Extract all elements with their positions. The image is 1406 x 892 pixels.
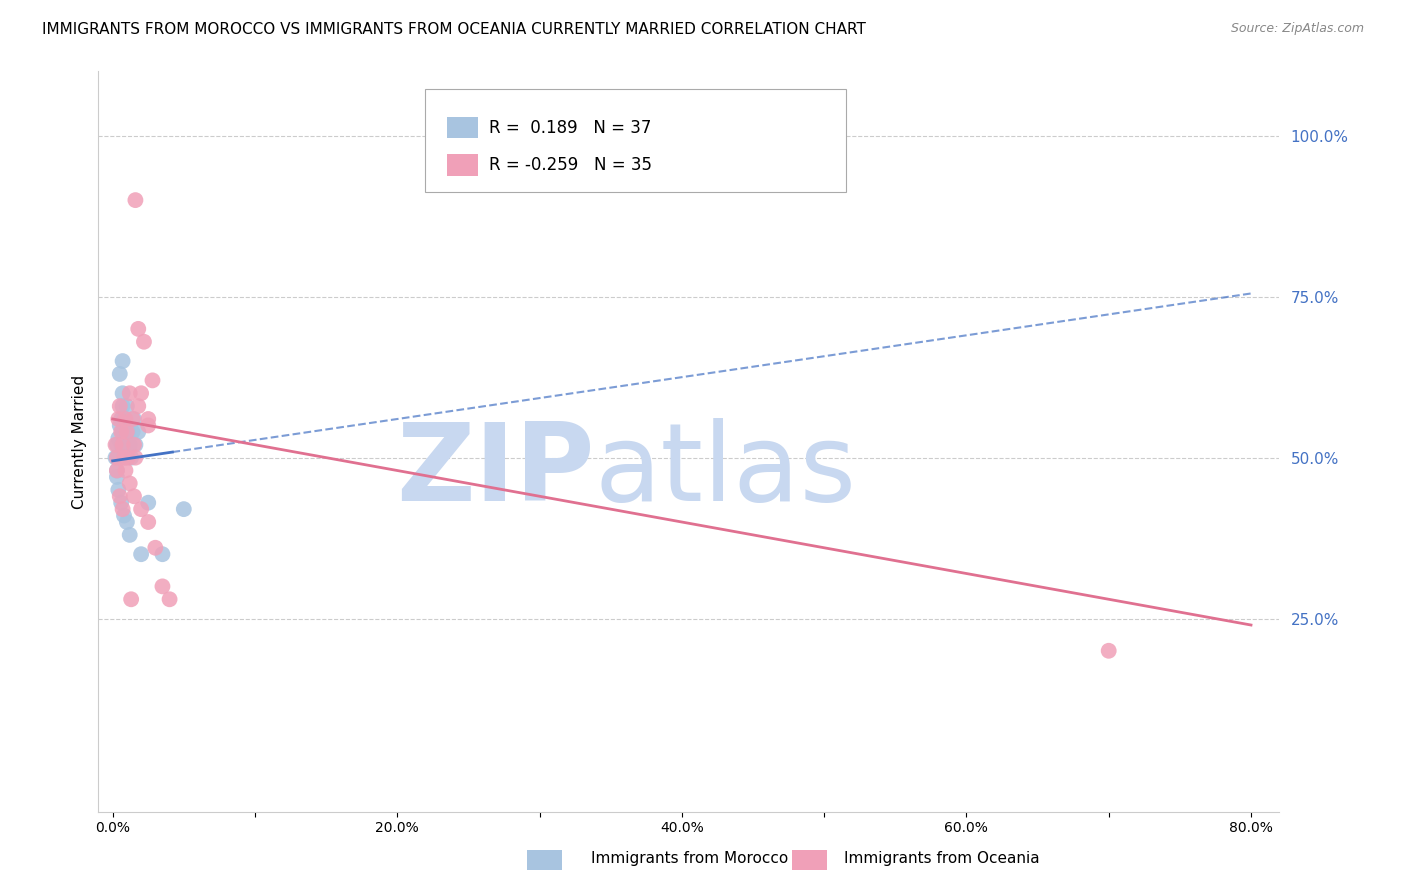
- Point: [112, 508, 135, 523]
- Point: [107, 483, 129, 497]
- Y-axis label: Currently Married: Currently Married: [72, 375, 87, 508]
- Text: Source: ZipAtlas.com: Source: ZipAtlas.com: [1230, 22, 1364, 36]
- Point: [118, 476, 141, 491]
- Point: [129, 547, 152, 561]
- Point: [105, 463, 128, 477]
- Point: [117, 450, 139, 465]
- Point: [122, 412, 145, 426]
- Point: [115, 425, 138, 439]
- Point: [105, 463, 128, 477]
- Point: [107, 431, 129, 445]
- Point: [118, 528, 141, 542]
- Point: [104, 450, 127, 465]
- Point: [114, 425, 136, 439]
- Point: [111, 425, 134, 439]
- Point: [141, 373, 163, 387]
- Point: [108, 367, 131, 381]
- Point: [112, 450, 135, 465]
- Text: R = -0.259   N = 35: R = -0.259 N = 35: [489, 156, 652, 174]
- Point: [173, 502, 195, 516]
- Point: [110, 412, 132, 426]
- Point: [114, 450, 136, 465]
- Point: [108, 489, 131, 503]
- Point: [112, 438, 135, 452]
- Point: [136, 418, 159, 433]
- Point: [143, 541, 166, 555]
- Point: [159, 592, 181, 607]
- Point: [120, 592, 142, 607]
- Point: [111, 399, 134, 413]
- Point: [118, 438, 141, 452]
- Point: [129, 386, 152, 401]
- Point: [105, 450, 128, 465]
- Point: [120, 450, 142, 465]
- Point: [127, 425, 149, 439]
- Point: [104, 438, 127, 452]
- Point: [118, 386, 141, 401]
- Point: [111, 354, 134, 368]
- Point: [136, 515, 159, 529]
- Point: [108, 399, 131, 413]
- Point: [121, 412, 143, 426]
- Text: Immigrants from Oceania: Immigrants from Oceania: [844, 851, 1039, 865]
- Point: [105, 450, 128, 465]
- Point: [114, 412, 136, 426]
- Point: [111, 438, 134, 452]
- Point: [110, 496, 132, 510]
- Point: [115, 438, 138, 452]
- Text: atlas: atlas: [595, 418, 856, 524]
- Text: IMMIGRANTS FROM MOROCCO VS IMMIGRANTS FROM OCEANIA CURRENTLY MARRIED CORRELATION: IMMIGRANTS FROM MOROCCO VS IMMIGRANTS FR…: [42, 22, 866, 37]
- Point: [114, 463, 136, 477]
- Point: [115, 399, 138, 413]
- Point: [105, 470, 128, 484]
- Point: [111, 386, 134, 401]
- Point: [127, 399, 149, 413]
- Point: [108, 450, 131, 465]
- Point: [136, 496, 159, 510]
- Point: [124, 438, 146, 452]
- Point: [107, 412, 129, 426]
- Point: [152, 579, 174, 593]
- Point: [1098, 644, 1121, 658]
- Point: [122, 489, 145, 503]
- Point: [110, 438, 132, 452]
- Point: [129, 502, 152, 516]
- Point: [121, 425, 143, 439]
- Text: ZIP: ZIP: [396, 418, 595, 524]
- Point: [136, 412, 159, 426]
- Point: [127, 322, 149, 336]
- Text: Immigrants from Morocco: Immigrants from Morocco: [591, 851, 787, 865]
- Point: [105, 438, 128, 452]
- Point: [152, 547, 174, 561]
- Point: [117, 425, 139, 439]
- Text: R =  0.189   N = 37: R = 0.189 N = 37: [489, 119, 651, 136]
- Point: [111, 502, 134, 516]
- Point: [108, 418, 131, 433]
- Point: [110, 425, 132, 439]
- Point: [132, 334, 155, 349]
- Point: [124, 193, 146, 207]
- Point: [115, 515, 138, 529]
- Point: [124, 450, 146, 465]
- Point: [122, 438, 145, 452]
- Point: [112, 412, 135, 426]
